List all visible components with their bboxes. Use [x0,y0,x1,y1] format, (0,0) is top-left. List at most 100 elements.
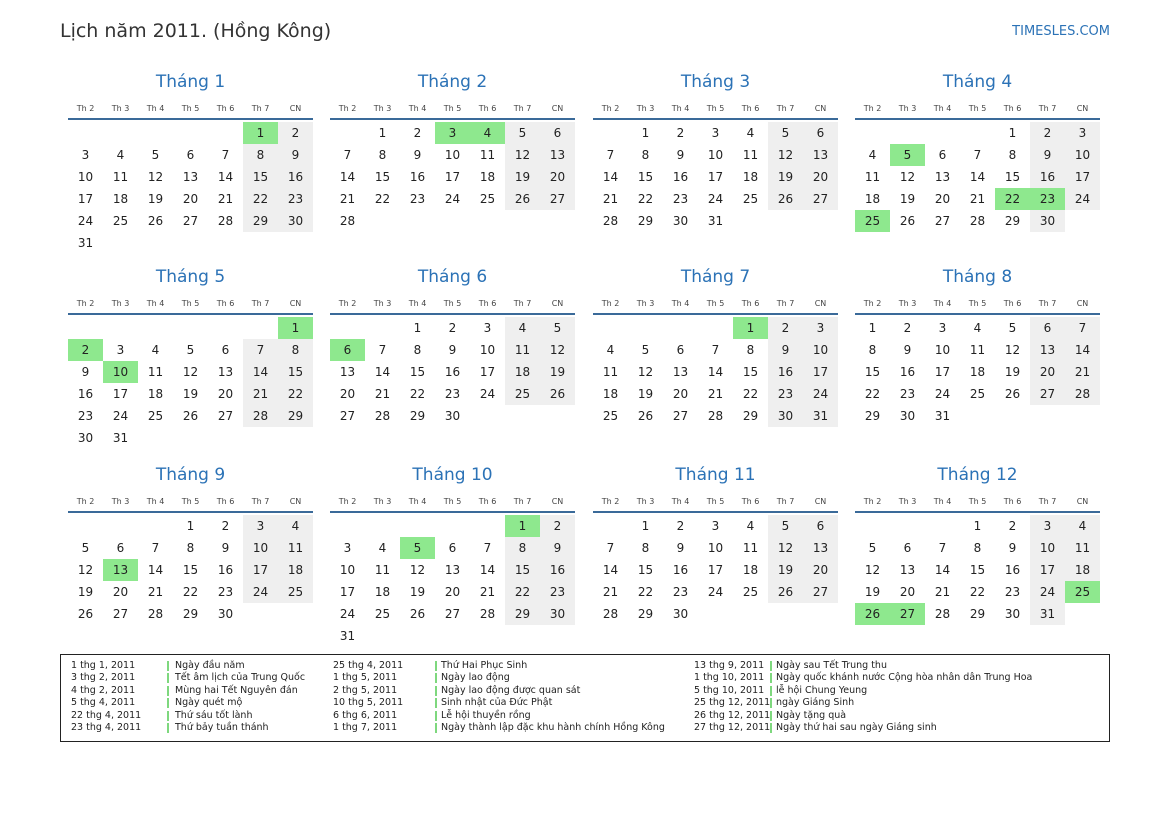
day-cell: 9 [278,144,313,166]
day-cell: 6 [448,541,457,555]
day-cell: 27 [444,607,461,621]
day-cell: 11 [742,541,759,555]
day-cell: 8 [413,343,422,357]
day-cell: 20 [339,387,356,401]
day-cell: 19 [505,166,540,188]
day-cell: 20 [112,585,129,599]
day-cell: 28 [217,214,234,228]
weekday-label: Th 7 [1038,104,1057,113]
holiday-date: 5 thg 10, 2011 [694,684,765,696]
day-cell: 8 [505,537,540,559]
day-cell: 2 [768,317,803,339]
day-cell: 27 [803,188,838,210]
weekday-label: Th 7 [251,104,270,113]
day-cell: 7 [343,148,352,162]
month-title: Tháng 9 [155,465,226,485]
month-title: Tháng 8 [942,267,1013,287]
day-cell: 28 [707,409,724,423]
day-cell: 8 [868,343,877,357]
day-cell: 22 [864,387,881,401]
day-cell: 3 [343,541,352,555]
day-cell: 13 [803,537,838,559]
day-cell: 25 [112,214,129,228]
day-cell: 18 [864,192,881,206]
header-divider [855,118,1100,120]
holiday-name: Ngày sau Tết Trung thu [776,660,887,671]
day-cell: 26 [540,383,575,405]
day-cell: 20 [803,559,838,581]
calendar-grid: Tháng 1 Th 2 Th 3 Th 4 Th 5 Th 6 Th 7 CN 1 2 3 4 5 6 7… [68,72,1108,652]
holiday-date: 4 thg 2, 2011 [71,684,136,696]
day-cell: 13 [899,563,916,577]
day-cell: 28 [479,607,496,621]
day-cell: 18 [742,170,759,184]
month-block: Tháng 8 Th 2 Th 3 Th 4 Th 5 Th 6 Th 7 CN 1 2 3 4 5 6 7… [855,267,1100,457]
weekday-label: Th 4 [671,104,690,113]
day-cell: 17 [707,563,724,577]
day-cell: 8 [746,343,755,357]
header-divider [593,118,838,120]
month-title: Tháng 11 [675,465,756,485]
holiday-marker [770,673,772,684]
weekday-label: Th 6 [1003,299,1022,308]
day-cell: 25 [278,581,313,603]
weekday-label: Th 4 [933,497,952,506]
weekday-label: Th 7 [776,497,795,506]
weekday-label: Th 6 [478,104,497,113]
day-cell: 15 [243,166,278,188]
day-cell: 22 [409,387,426,401]
day-cell: 4 [1065,515,1100,537]
weekday-label: CN [289,497,302,506]
holiday-date: 26 thg 12, 2011 [694,709,771,721]
day-cell: 12 [637,365,654,379]
day-cell: 20 [444,585,461,599]
day-cell-holiday: 2 [68,339,103,361]
weekday-label: Th 6 [741,497,760,506]
day-cell: 16 [1004,563,1021,577]
weekday-label: Th 2 [863,104,882,113]
day-cell: 22 [278,383,313,405]
day-cell: 7 [938,541,947,555]
day-cell: 4 [606,343,615,357]
day-cell: 31 [77,236,94,250]
day-cell: 6 [116,541,125,555]
day-cell: 10 [339,563,356,577]
day-cell: 6 [676,343,685,357]
day-cell: 15 [409,365,426,379]
day-cell: 19 [768,559,803,581]
holiday-marker [167,685,169,696]
day-cell: 10 [934,343,951,357]
day-cell: 17 [77,192,94,206]
day-cell: 8 [278,339,313,361]
site-link[interactable]: TIMESLES.COM [1012,24,1110,39]
day-cell: 31 [707,214,724,228]
day-cell: 8 [641,541,650,555]
weekday-label: CN [1076,497,1089,506]
day-cell: 11 [112,170,129,184]
weekday-label: Th 2 [863,497,882,506]
day-cell: 28 [339,214,356,228]
holiday-marker [167,673,169,684]
weekday-label: Th 2 [76,299,95,308]
day-cell: 16 [217,563,234,577]
holiday-marker [167,661,169,671]
day-cell: 17 [803,361,838,383]
weekday-label: Th 5 [181,299,200,308]
day-cell: 22 [505,581,540,603]
day-cell: 12 [182,365,199,379]
day-cell: 19 [864,585,881,599]
day-cell: 28 [147,607,164,621]
day-cell: 14 [602,170,619,184]
weekday-label: Th 7 [776,104,795,113]
holiday-name: Ngày đầu năm [175,660,245,671]
holiday-date: 23 thg 4, 2011 [71,721,142,733]
day-cell: 24 [803,383,838,405]
day-cell: 1 [641,519,650,533]
day-cell-holiday: 3 [435,122,470,144]
day-cell: 26 [505,188,540,210]
holiday-date: 10 thg 5, 2011 [333,697,404,709]
day-cell: 10 [479,343,496,357]
day-cell: 2 [413,126,422,140]
day-cell: 18 [602,387,619,401]
weekday-label: CN [289,104,302,113]
